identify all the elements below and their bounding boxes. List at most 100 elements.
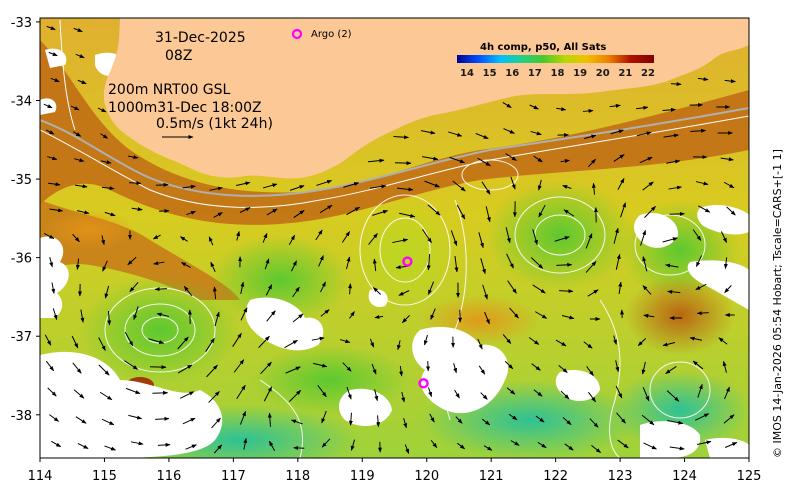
current-vector [662,341,676,347]
isobath-contour [59,19,76,131]
colorbar-tick-label: 20 [596,68,610,79]
current-vector [643,442,657,450]
current-vector [157,442,171,447]
current-vector [585,261,597,273]
current-vector [642,256,648,272]
sst-patch [210,235,350,325]
argo-float-marker [418,378,429,389]
colorbar-tick-label: 18 [551,68,565,79]
current-vector [506,387,516,395]
colorbar-tick-label: 17 [528,68,542,79]
current-vector [453,363,458,374]
current-vector [77,442,89,450]
current-vector [426,253,431,271]
current-vector [73,158,85,163]
current-vector [477,338,483,350]
current-vector [613,154,625,162]
current-vector [125,387,141,395]
current-vector [77,79,87,85]
colorbar-tick-label: 22 [641,68,655,79]
current-vector [399,212,416,218]
current-vector [724,285,732,293]
current-vector [372,258,377,272]
current-vector [665,365,677,375]
current-vector [75,416,87,424]
current-vector [641,414,655,426]
current-vector [318,255,324,267]
current-vector [480,392,488,400]
current-vector [185,444,197,450]
current-vector [404,444,410,454]
current-vector [430,308,436,320]
current-vector [45,360,55,372]
current-vector [372,210,389,216]
current-vector [260,361,272,375]
current-vector [101,418,115,426]
current-vector [454,256,459,273]
current-vector [662,107,676,112]
current-vector [591,182,596,195]
current-vector [127,256,137,266]
cloud-mask [40,48,749,458]
current-vector [47,182,61,187]
current-vector [720,157,734,162]
current-vector [722,360,727,373]
current-vector [422,156,439,161]
argo-float-marker [402,256,413,267]
current-vector [449,156,466,164]
current-vector [51,440,62,448]
current-vector [101,186,115,191]
current-vector [643,313,655,318]
sea-level-contours [104,159,711,458]
current-vector [349,311,355,319]
current-vector [127,155,139,160]
y-tick-label: -38 [11,409,32,424]
current-vector [666,390,680,402]
current-vector [558,365,568,373]
current-vector [532,229,538,246]
current-vector [288,389,302,403]
current-vector [724,386,730,400]
current-vector [642,285,652,295]
current-vector [104,445,117,451]
current-vector [321,438,331,448]
current-vector [428,387,433,398]
current-vector [285,366,301,374]
current-vector [49,256,54,268]
current-vector [343,182,360,188]
current-vector [452,180,466,192]
y-tick-label: -35 [11,173,32,188]
current-vector [537,441,547,449]
current-vector [316,180,333,186]
current-vector [72,362,82,374]
current-vector [129,282,139,293]
current-vector [697,77,709,82]
x-tick-label: 121 [479,469,504,484]
current-vector [180,236,188,242]
current-vector [152,390,169,395]
colorbar-gradient [457,55,654,63]
current-vector [155,182,169,187]
current-vector [430,440,438,449]
current-vector [562,185,572,189]
current-vector [403,417,408,429]
current-vector [214,311,220,327]
current-vector [636,131,652,137]
current-vector [45,129,55,135]
current-vector [615,253,621,270]
current-vector [206,364,218,378]
current-vector [398,290,410,296]
current-vector [73,27,83,33]
current-vector [723,414,735,424]
current-vector [617,177,625,190]
current-vector [506,253,514,269]
current-vector [422,229,432,244]
current-vector [561,315,575,320]
x-tick-label: 114 [28,469,53,484]
current-vector [562,416,572,426]
current-vector [263,386,273,402]
current-vector [504,360,514,370]
current-vector [240,281,245,294]
argo-legend-label: Argo (2) [311,29,352,40]
